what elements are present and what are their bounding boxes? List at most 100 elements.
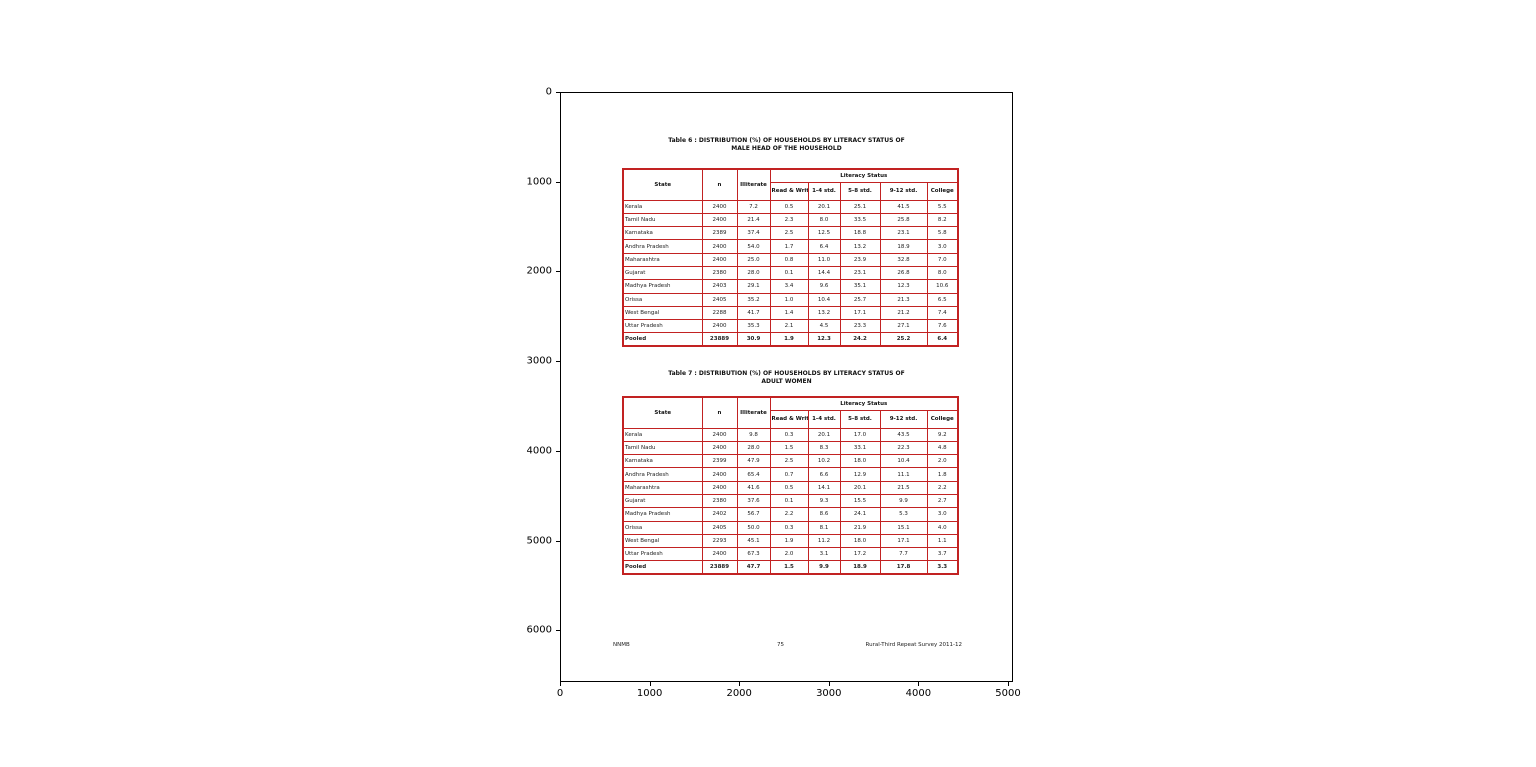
y-tick-label: 5000 <box>526 535 552 546</box>
x-tick-label: 3000 <box>816 688 842 699</box>
value-cell: 0.7 <box>769 467 809 482</box>
value-cell: 23.1 <box>879 226 928 241</box>
x-tick-mark <box>739 682 741 686</box>
column-header: College <box>926 409 959 429</box>
value-cell: 45.1 <box>736 533 771 549</box>
value-cell: 17.1 <box>839 305 881 321</box>
value-cell: 25.8 <box>879 212 928 228</box>
value-cell: 10.4 <box>879 454 928 469</box>
value-cell: 3.1 <box>807 547 841 562</box>
value-cell: 2400 <box>701 252 738 267</box>
value-cell: 21.2 <box>879 305 928 321</box>
value-cell: 2400 <box>701 480 738 495</box>
table-row: Tamil Nadu 2400 21.4 2.3 8.0 33.5 25.8 8.2 <box>622 212 959 228</box>
value-cell: 35.2 <box>736 292 771 307</box>
table-row: Orissa 2405 50.0 0.3 8.1 21.9 15.1 4.0 <box>622 520 959 535</box>
value-cell: 14.1 <box>807 480 841 495</box>
value-cell: 24.1 <box>839 507 881 522</box>
column-header: 5-8 std. <box>839 181 881 201</box>
state-cell: Maharashtra <box>622 252 703 267</box>
value-cell: 8.0 <box>807 212 841 228</box>
value-cell: 2.3 <box>769 212 809 228</box>
state-cell: Tamil Nadu <box>622 212 703 228</box>
x-tick-label: 4000 <box>905 688 932 699</box>
value-cell: 7.2 <box>736 199 771 214</box>
value-cell: 9.8 <box>736 427 771 442</box>
value-cell: 50.0 <box>736 520 771 535</box>
table-row: Maharashtra 2400 41.6 0.5 14.1 20.1 21.5 2.2 <box>622 480 959 495</box>
value-cell: 11.0 <box>807 252 841 267</box>
value-cell: 1.1 <box>926 533 959 549</box>
x-tick-label: 0 <box>556 688 564 699</box>
x-tick-label: 5000 <box>995 688 1021 699</box>
value-cell: 8.1 <box>807 520 841 535</box>
value-cell: 18.9 <box>879 239 928 254</box>
value-cell: 37.4 <box>736 226 771 241</box>
column-header: 1-4 std. <box>807 181 841 201</box>
value-cell: 12.3 <box>879 279 928 294</box>
value-cell: 2400 <box>701 319 738 334</box>
value-cell: 20.1 <box>807 427 841 442</box>
table-row: Tamil Nadu 2400 28.0 1.5 8.3 33.1 22.3 4.8 <box>622 440 959 456</box>
table-row: Gujarat 2380 37.6 0.1 9.3 15.5 9.9 2.7 <box>622 493 959 509</box>
value-cell: 47.9 <box>736 454 771 469</box>
value-cell: 28.0 <box>736 440 771 456</box>
y-tick-label: 4000 <box>526 445 552 457</box>
value-cell: 33.5 <box>839 212 881 228</box>
value-cell: 1.4 <box>769 305 809 321</box>
x-tick-mark <box>649 682 651 686</box>
y-tick-label: 2000 <box>526 265 552 277</box>
value-cell: 28.0 <box>736 265 771 281</box>
x-tick-mark <box>560 682 561 686</box>
value-cell: 10.6 <box>926 279 959 294</box>
group-header-literacy-status: Literacy Status <box>769 168 959 183</box>
value-cell: 14.4 <box>807 265 841 281</box>
state-cell: Tamil Nadu <box>622 440 703 456</box>
value-cell: 0.3 <box>769 427 809 442</box>
value-cell: 3.0 <box>926 239 959 254</box>
value-cell: 33.1 <box>839 440 881 456</box>
value-cell: 23889 <box>701 560 738 575</box>
column-header: 1-4 std. <box>807 409 841 429</box>
value-cell: 13.2 <box>839 239 881 254</box>
value-cell: 7.6 <box>926 319 959 334</box>
value-cell: 0.3 <box>769 520 809 535</box>
value-cell: 17.8 <box>879 560 928 575</box>
value-cell: 9.3 <box>807 493 841 509</box>
value-cell: 2293 <box>701 533 738 549</box>
value-cell: 13.2 <box>807 305 841 321</box>
table-row: West Bengal 2293 45.1 1.9 11.2 18.0 17.1 1.1 <box>622 533 959 549</box>
table7-title-line1: Table 7 : DISTRIBUTION (%) OF HOUSEHOLDS… <box>668 370 905 377</box>
column-header: 9-12 std. <box>879 181 928 201</box>
value-cell: 1.7 <box>769 239 809 254</box>
column-header: State <box>622 396 703 429</box>
table-row: Karnataka 2399 47.9 2.5 10.2 18.0 10.4 2.0 <box>622 454 959 469</box>
value-cell: 2403 <box>701 279 738 294</box>
value-cell: 25.0 <box>736 252 771 267</box>
value-cell: 2400 <box>701 440 738 456</box>
value-cell: 2288 <box>701 305 738 321</box>
state-cell: West Bengal <box>622 533 703 549</box>
value-cell: 2402 <box>701 507 738 522</box>
table-row: Pooled 23889 30.9 1.9 12.3 24.2 25.2 6.4 <box>622 332 959 347</box>
value-cell: 47.7 <box>736 560 771 575</box>
table7-title-line2: ADULT WOMEN <box>761 378 812 385</box>
value-cell: 6.6 <box>807 467 841 482</box>
value-cell: 3.4 <box>769 279 809 294</box>
y-tick-mark <box>556 361 560 363</box>
value-cell: 25.7 <box>839 292 881 307</box>
table6-literacy-male-head: State n Illiterate Literacy Status Read & Wr… <box>622 168 960 348</box>
value-cell: 21.9 <box>839 520 881 535</box>
value-cell: 7.0 <box>926 252 959 267</box>
table7-literacy-adult-women: State n Illiterate Literacy Status Read & Wr… <box>622 396 960 576</box>
value-cell: 18.8 <box>839 226 881 241</box>
plot-axes: Table 6 : DISTRIBUTION (%) OF HOUSEHOLDS… <box>560 92 1013 682</box>
value-cell: 6.5 <box>926 292 959 307</box>
value-cell: 17.1 <box>879 533 928 549</box>
state-cell: Orissa <box>622 292 703 307</box>
value-cell: 54.0 <box>736 239 771 254</box>
y-tick-label: 6000 <box>526 624 552 636</box>
table-row: Madhya Pradesh 2402 56.7 2.2 8.6 24.1 5.3 3.0 <box>622 507 959 522</box>
x-tick-mark <box>918 682 920 686</box>
y-tick-label: 1000 <box>526 176 552 188</box>
